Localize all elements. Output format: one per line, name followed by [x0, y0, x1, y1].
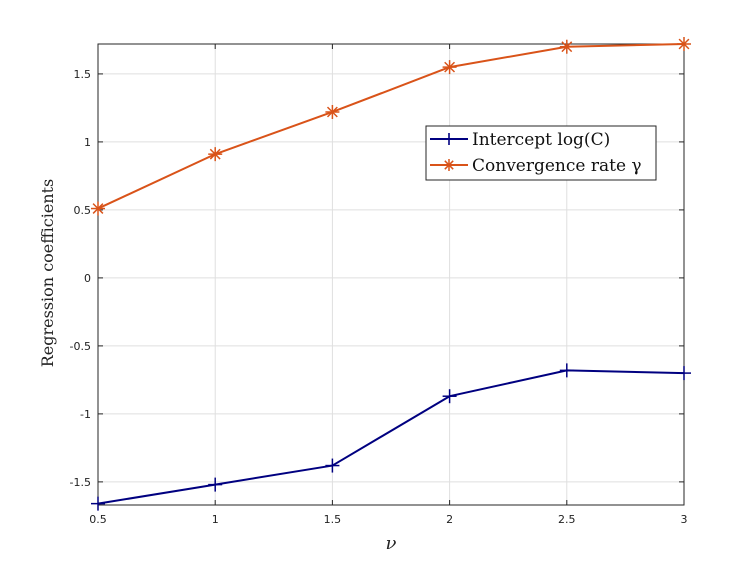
y-tick-label: -1.5	[70, 476, 91, 489]
series-line-1	[97, 369, 685, 505]
y-axis-label: Regression coefficients	[38, 179, 57, 367]
grid	[97, 44, 685, 505]
y-tick-label: -0.5	[70, 340, 91, 353]
data-point-series-2	[559, 39, 574, 54]
marker-stroke	[209, 148, 221, 160]
data-point-series-2	[91, 201, 105, 216]
y-tick-label: 0.5	[74, 204, 92, 217]
marker-stroke	[92, 203, 104, 214]
marker-stroke	[678, 38, 690, 50]
legend: Intercept log(C) Convergence rate γ	[425, 125, 657, 181]
legend-label-convergence: Convergence rate γ	[472, 156, 642, 176]
x-tick-label: 3	[681, 513, 688, 526]
legend-marker-intercept	[443, 133, 455, 145]
series-line-2	[97, 43, 685, 210]
marker-stroke	[561, 41, 573, 53]
y-tick-label: -1	[80, 408, 91, 421]
legend-marker-convergence	[443, 159, 455, 171]
data-point-series-2	[442, 60, 457, 75]
axis-ticks: 0.5 1 1.5 2 2.5 3 -1.5 -1 -0.5 0 0.5 1 1.5	[70, 44, 688, 526]
data-point-series-1	[91, 496, 105, 511]
series-layer	[91, 37, 691, 511]
y-tick-label: 0	[84, 272, 91, 285]
x-axis-label: ν	[386, 533, 397, 554]
data-point-series-2	[208, 147, 223, 162]
y-tick-label: 1.5	[74, 68, 92, 81]
data-point-series-1	[677, 366, 691, 381]
x-tick-label: 0.5	[89, 513, 107, 526]
data-point-series-1	[208, 477, 223, 492]
x-tick-label: 1.5	[324, 513, 342, 526]
x-tick-label: 2	[446, 513, 453, 526]
legend-label-intercept: Intercept log(C)	[472, 130, 610, 150]
plot-area-frame	[97, 43, 685, 506]
marker-stroke	[444, 61, 456, 73]
x-tick-label: 1	[212, 513, 219, 526]
legend-box	[425, 125, 657, 181]
data-point-series-1	[442, 389, 457, 404]
marker-stroke	[326, 106, 338, 118]
data-point-series-2	[677, 37, 691, 51]
y-tick-label: 1	[84, 136, 91, 149]
x-tick-label: 2.5	[558, 513, 576, 526]
data-point-series-2	[325, 104, 340, 119]
data-point-series-1	[559, 363, 574, 378]
data-point-series-1	[325, 458, 340, 473]
